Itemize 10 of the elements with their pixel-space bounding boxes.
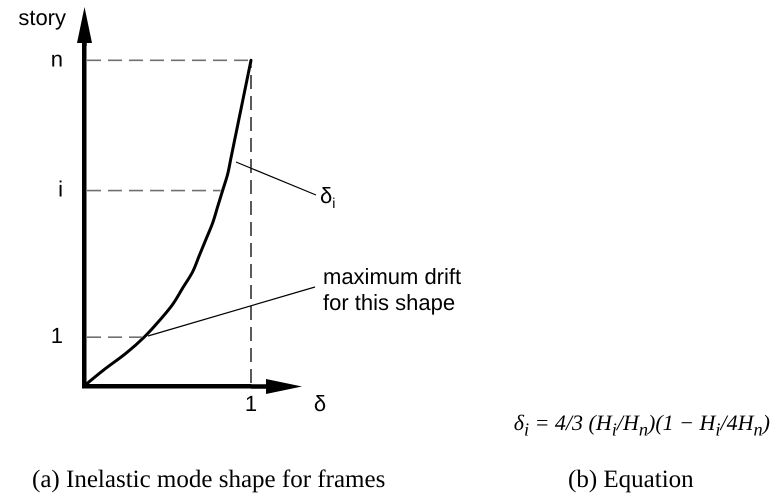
text: (a) Inelastic mode shape for frames: [32, 465, 386, 494]
text: δ$_{i}$ = 4/3 (H$_{i}$/H$_{n}$)(1 − H$_{i}$/4H$_{n}$): [514, 410, 770, 440]
y-tick-label: i: [58, 176, 63, 202]
text: maximum drift for this shape: [323, 264, 462, 316]
ref-line-label: 1: [244, 391, 258, 416]
x-axis-title: δ: [314, 391, 326, 416]
y-tick-label: n: [50, 46, 63, 72]
y-tick-label: 1: [50, 323, 63, 348]
text: (b) Equation: [568, 465, 694, 494]
y-axis-title: story: [18, 5, 66, 30]
